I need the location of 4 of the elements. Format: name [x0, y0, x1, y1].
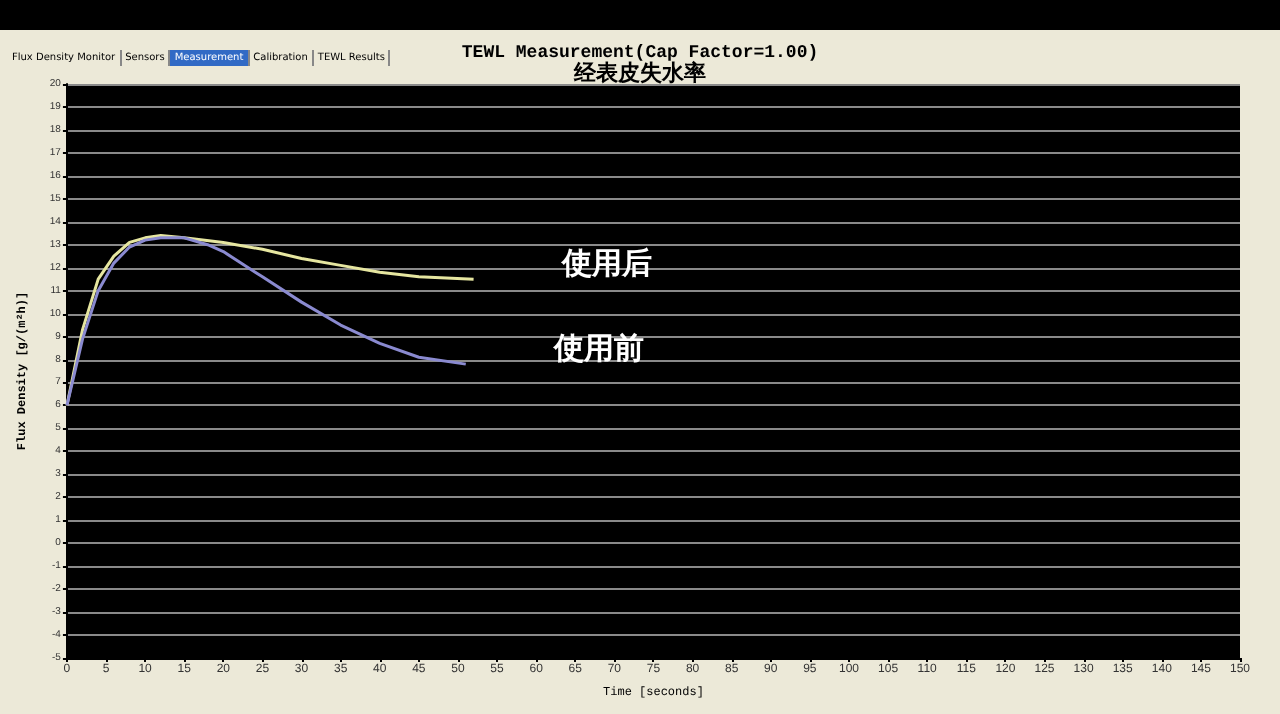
text: 使用后 [559, 245, 652, 282]
chart-subtitle: 经表皮失水率 [572, 60, 706, 86]
text: 使用前 [551, 330, 644, 367]
chart-title: TEWL Measurement(Cap Factor=1.00) [461, 43, 819, 63]
